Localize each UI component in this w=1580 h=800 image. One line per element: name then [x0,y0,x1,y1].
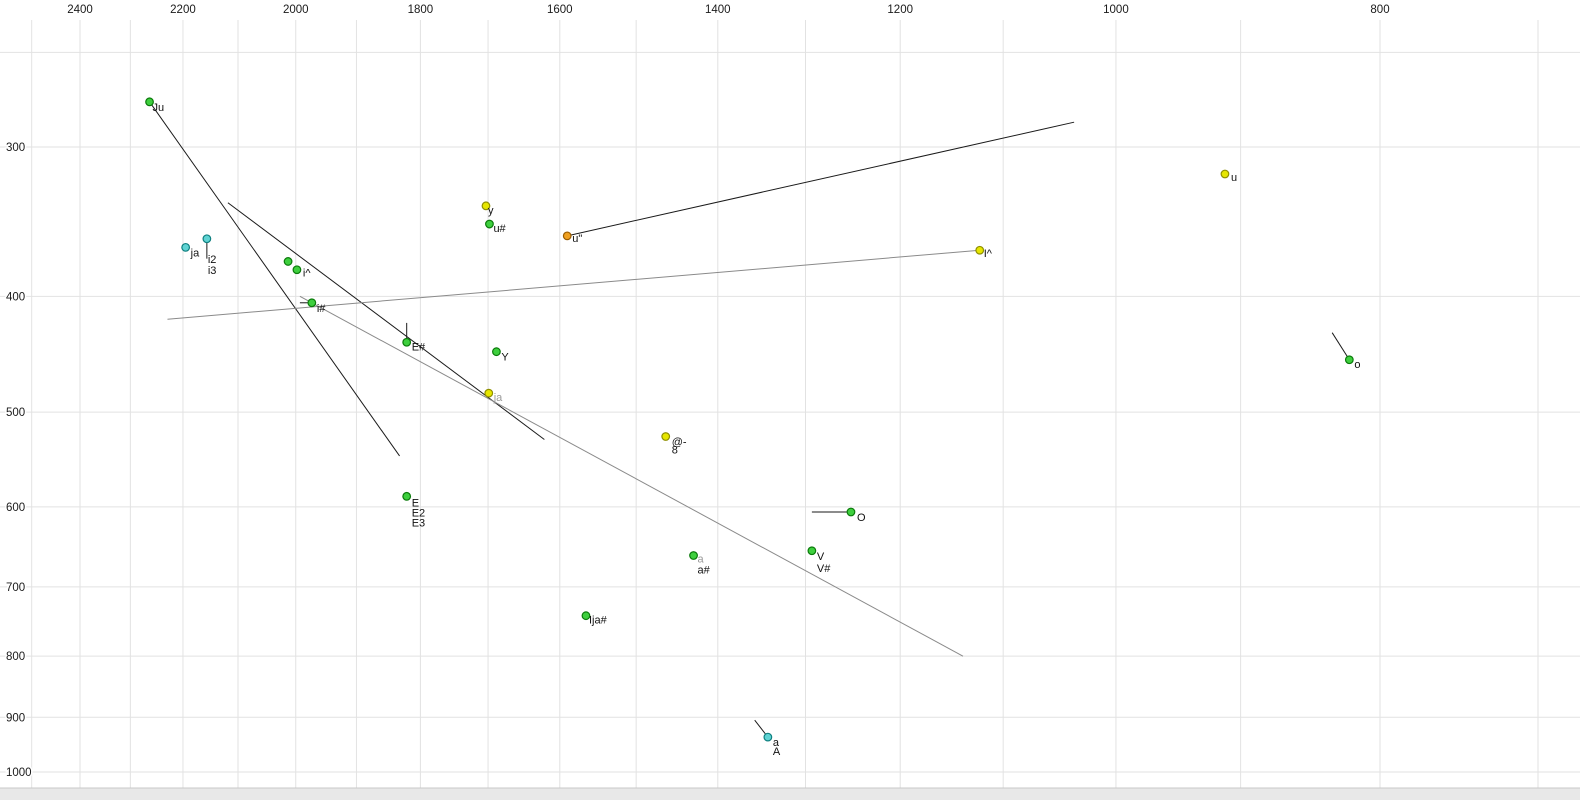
y-axis-tick-400: 400 [6,291,25,303]
data-point-y [481,201,491,211]
x-axis-tick-1800: 1800 [408,4,434,16]
data-point-a# [689,551,698,560]
segment-tick-o [1331,332,1350,361]
point-label-a#-2: a# [698,565,711,577]
y-axis-tick-700: 700 [6,582,25,594]
y-axis-tick-600: 600 [6,502,25,514]
point-label-Ju: Ju [153,102,165,114]
point-label-Y: Y [501,352,509,364]
point-label-I^: I^ [984,248,993,260]
point-label-o: o [1354,359,1360,371]
data-point-ja2 [484,388,494,398]
point-label-E-2: E2 [412,507,425,519]
point-label-u#: u# [493,223,506,235]
segment-traj-I^ [167,249,980,320]
y-axis-tick-800: 800 [6,651,25,663]
point-label-a#-1: a [698,554,705,566]
point-label-E#: E# [412,341,426,353]
data-point-O [846,507,856,517]
x-axis-tick-2200: 2200 [170,4,196,16]
data-point-i2 [202,234,212,244]
point-label-u: u [1231,172,1237,184]
point-label-O: O [857,512,866,524]
data-point-V [807,546,817,556]
point-label-i2-1: i2 [208,254,217,266]
data-point-aA [763,732,773,742]
point-label-i2-2: i3 [208,265,217,277]
data-point-Y [492,347,501,357]
data-point-Ju [145,97,154,107]
x-axis-tick-2000: 2000 [283,4,309,16]
data-point-i# [307,298,317,308]
data-point-I^ [975,245,985,255]
data-point-@- [661,432,671,441]
data-point-u# [485,219,494,229]
point-label-aA-1: a [773,737,780,749]
x-axis-tick-2400: 2400 [67,4,93,16]
point-label-E-3: E3 [412,517,425,529]
point-label-@--1: @- [672,437,687,449]
segment-traj-Ju [149,101,400,457]
point-label-ja: ja [190,247,200,259]
data-point-o [1344,355,1354,365]
x-axis-tick-1600: 1600 [547,4,573,16]
data-point-i^a [283,257,293,266]
point-label-V-1: V [817,551,825,563]
segment-traj-long [299,295,964,657]
data-point-i^ [292,265,302,275]
point-label-u": u" [572,233,582,245]
x-axis-tick-800: 800 [1370,4,1389,16]
point-label-Ija#: Ija# [589,615,608,627]
x-axis-tick-1200: 1200 [887,4,913,16]
point-label-aA-2: A [773,746,781,758]
y-axis-tick-900: 900 [6,712,25,724]
data-point-E [402,491,412,501]
point-label-y: y [488,205,494,217]
y-axis-tick-500: 500 [6,407,25,419]
segment-traj-u-quote [567,121,1075,237]
data-point-Ija# [581,611,591,621]
point-label-V-2: V# [817,563,831,575]
point-label-i^: i^ [303,268,311,280]
data-point-u" [562,231,572,241]
point-label-@--2: 8 [672,445,678,457]
data-point-u [1220,169,1230,179]
y-axis-tick-1000: 1000 [6,767,32,779]
x-axis-tick-1000: 1000 [1103,4,1129,16]
bottom-strip [0,788,1580,800]
point-label-i#: i# [317,303,326,315]
point-label-ja2: ja [493,392,503,404]
y-axis-tick-300: 300 [6,142,25,154]
data-point-E# [402,337,412,347]
x-axis-tick-1400: 1400 [705,4,731,16]
point-label-E-1: E [412,497,419,509]
data-point-ja [181,242,191,252]
